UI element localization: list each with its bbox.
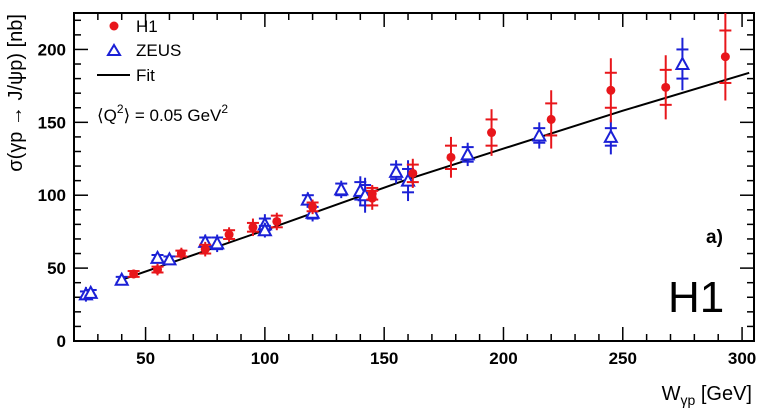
h1-marker [546, 114, 556, 124]
y-tick-label: 50 [47, 259, 66, 278]
data-point [659, 55, 672, 120]
h1-marker [272, 216, 282, 226]
x-tick-label: 50 [136, 349, 155, 368]
h1-marker [446, 152, 456, 162]
data-point [603, 119, 619, 155]
x-tick-label: 300 [728, 349, 756, 368]
legend-h1-marker [109, 21, 119, 31]
h1-marker [224, 230, 234, 240]
zeus-marker [83, 284, 99, 299]
x-axis-title: Wγp [GeV] [662, 383, 752, 408]
q2-annotation-prefix: ⟨Q [97, 106, 117, 125]
data-point [459, 142, 476, 167]
x-tick-label: 200 [489, 349, 517, 368]
data-point [223, 227, 236, 242]
data-point [306, 199, 319, 215]
axis-ticks [74, 13, 754, 342]
y-axis-title: σ(γp → J/ψp) [nb] [5, 14, 27, 172]
zeus-marker [459, 146, 476, 161]
zeus-marker [603, 128, 619, 143]
data-point [674, 37, 691, 91]
zeus-marker [531, 127, 547, 142]
h1-marker [367, 189, 377, 199]
y-tick-labels: 0 50 100 150 200 [38, 40, 66, 351]
data-point [151, 263, 164, 276]
x-axis-title-unit: [GeV] [695, 383, 752, 405]
h1-marker [129, 269, 139, 279]
q2-annotation-sup2: 2 [221, 102, 228, 116]
zeus-marker [333, 181, 349, 196]
legend-zeus-label: ZEUS [136, 41, 181, 60]
data-point [209, 234, 225, 253]
data-point [246, 218, 259, 237]
legend: H1 ZEUS Fit [97, 17, 181, 85]
h1-marker [308, 202, 318, 212]
data-point [83, 284, 99, 299]
data-point [485, 109, 498, 156]
y-tick-label: 100 [38, 186, 66, 205]
data-point [604, 58, 617, 123]
data-point [531, 122, 547, 149]
data-point [545, 90, 558, 149]
data-point [406, 158, 419, 188]
data-point [149, 249, 166, 264]
data-point [388, 160, 404, 184]
y-tick-label: 150 [38, 113, 66, 132]
data-point [366, 185, 379, 203]
x-tick-label: 250 [609, 349, 637, 368]
legend-zeus-marker [106, 43, 122, 56]
zeus-marker [149, 249, 166, 264]
zeus-marker [674, 55, 691, 71]
panel-label: a) [706, 227, 723, 248]
y-tick-label: 0 [57, 332, 66, 351]
h1-marker [176, 249, 186, 259]
zeus-marker [388, 163, 404, 178]
y-tick-label: 200 [38, 40, 66, 59]
legend-h1-label: H1 [136, 17, 158, 36]
series-h1 [127, 13, 732, 279]
zeus-marker [257, 222, 273, 237]
h1-marker [408, 168, 418, 178]
x-tick-label: 150 [370, 349, 398, 368]
h1-logo: H1 [668, 273, 724, 322]
legend-fit-label: Fit [136, 66, 155, 85]
h1-marker [720, 52, 730, 62]
h1-marker [153, 265, 163, 275]
h1-marker [661, 82, 671, 92]
data-point [257, 222, 273, 238]
h1-marker [487, 128, 497, 138]
x-axis-title-sub: γp [681, 392, 696, 408]
x-axis-title-main: W [662, 383, 681, 405]
data-point [333, 180, 349, 199]
plot-frame [73, 12, 755, 342]
x-tick-label: 100 [251, 349, 279, 368]
data-point [127, 269, 140, 279]
data-point [719, 13, 732, 101]
x-tick-labels: 50 100 150 200 250 300 [136, 349, 756, 368]
zeus-marker [209, 235, 225, 250]
data-point [444, 136, 457, 178]
q2-annotation-middle: ⟩ = 0.05 GeV [124, 106, 222, 125]
h1-marker [200, 244, 210, 254]
zeus-marker [161, 251, 178, 266]
fit-line [121, 71, 750, 281]
data-point [161, 251, 178, 266]
zeus-marker [114, 271, 130, 286]
q2-annotation-sup: 2 [117, 102, 124, 116]
h1-marker [248, 222, 258, 232]
q2-annotation: ⟨Q2⟩ = 0.05 GeV2 [97, 102, 228, 125]
data-point [199, 241, 212, 257]
data-point [175, 247, 188, 260]
series-zeus [78, 37, 691, 302]
h1-marker [606, 85, 616, 95]
data-point [114, 271, 130, 286]
data-point [270, 212, 283, 231]
